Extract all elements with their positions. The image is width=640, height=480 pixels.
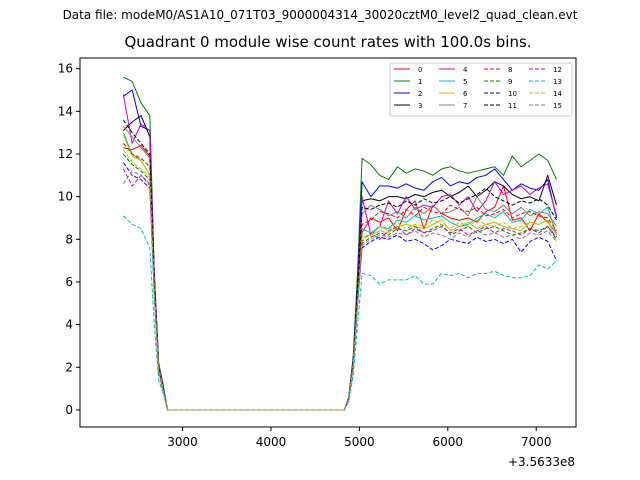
series-line-12 [122, 168, 557, 411]
x-tick-label: 7000 [521, 435, 552, 449]
series-line-3 [122, 115, 558, 411]
chart-title: Quadrant 0 module wise count rates with … [124, 33, 532, 51]
legend-label-11: 11 [508, 102, 517, 110]
y-tick-label: 2 [65, 360, 73, 374]
series-line-7 [122, 125, 557, 411]
series-line-8 [122, 143, 557, 411]
x-tick-label: 6000 [433, 435, 464, 449]
y-tick-label: 8 [65, 232, 73, 246]
legend-label-8: 8 [508, 66, 512, 74]
x-tick-label: 3000 [167, 435, 198, 449]
series-line-10 [122, 162, 558, 411]
legend-label-2: 2 [418, 90, 422, 98]
legend-label-15: 15 [553, 102, 562, 110]
legend-label-9: 9 [508, 78, 512, 86]
legend-label-1: 1 [418, 78, 422, 86]
series-line-2 [123, 89, 558, 411]
series-line-1 [123, 76, 558, 411]
y-tick-label: 4 [65, 318, 73, 332]
legend-label-7: 7 [463, 102, 467, 110]
legend-box [389, 62, 573, 117]
y-tick-label: 6 [65, 275, 73, 289]
y-tick-label: 14 [58, 104, 73, 118]
figure-suptitle: Data file: modeM0/AS1A10_071T03_90000043… [62, 8, 578, 22]
legend-label-5: 5 [463, 78, 467, 86]
legend-label-13: 13 [553, 78, 562, 86]
series-layer [122, 76, 558, 411]
series-line-4 [122, 94, 558, 411]
legend-label-14: 14 [553, 90, 562, 98]
x-tick-label: 4000 [256, 435, 287, 449]
y-tick-label: 0 [65, 403, 73, 417]
series-line-14 [122, 149, 557, 411]
series-line-13 [122, 215, 557, 411]
x-tick-label: 5000 [344, 435, 375, 449]
y-tick-label: 16 [58, 62, 73, 76]
legend-label-12: 12 [553, 66, 562, 74]
y-tick-label: 10 [58, 190, 73, 204]
legend-label-3: 3 [418, 102, 422, 110]
legend-label-6: 6 [463, 90, 468, 98]
plot-area-frame [79, 57, 577, 428]
legend-label-4: 4 [463, 66, 468, 74]
series-line-15 [122, 170, 557, 411]
series-line-5 [122, 132, 558, 411]
legend-label-0: 0 [418, 66, 422, 74]
x-axis: 3000 4000 5000 6000 7000 [167, 427, 551, 449]
x-axis-offset-label: +3.5633e8 [508, 455, 575, 469]
y-axis: 0 2 4 6 8 10 12 14 16 [58, 62, 80, 417]
series-line-9 [122, 153, 557, 411]
y-tick-label: 12 [58, 147, 73, 161]
series-line-11 [122, 119, 557, 411]
legend-label-10: 10 [508, 90, 517, 98]
